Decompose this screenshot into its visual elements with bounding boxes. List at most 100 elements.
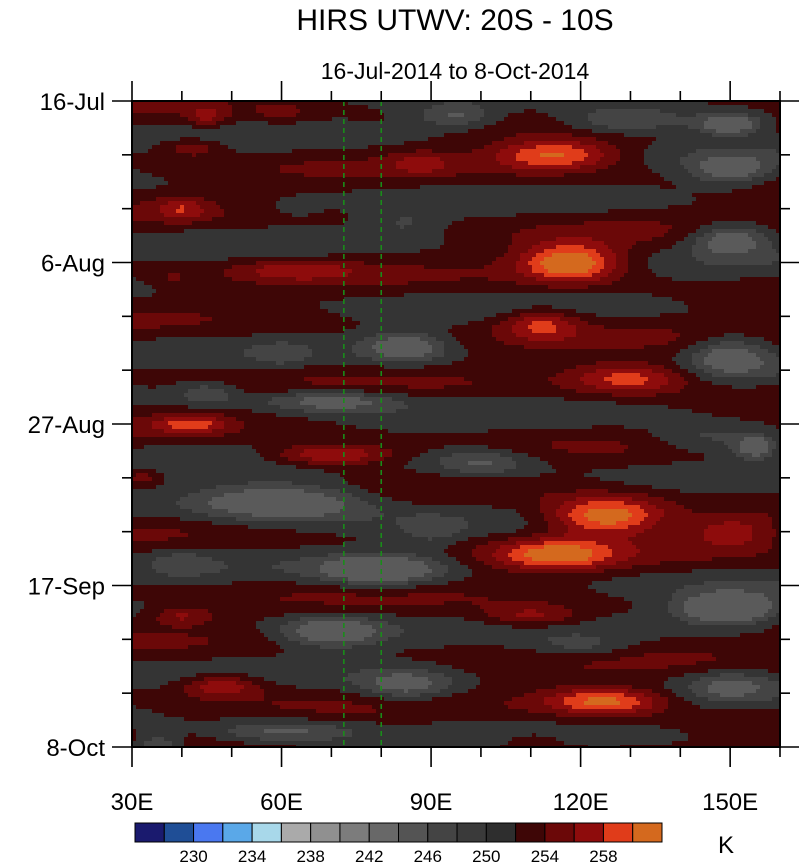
- field-cell: [240, 141, 245, 146]
- field-cell: [164, 205, 169, 210]
- field-cell: [160, 153, 165, 158]
- field-cell: [148, 153, 153, 158]
- field-cell: [476, 117, 481, 122]
- field-cell: [272, 213, 277, 218]
- field-cell: [672, 161, 677, 166]
- field-cell: [312, 205, 317, 210]
- field-cell: [644, 197, 649, 202]
- field-cell: [228, 197, 233, 202]
- field-cell: [532, 197, 537, 202]
- field-cell: [592, 181, 597, 186]
- field-cell: [280, 153, 285, 158]
- field-cell: [208, 193, 213, 198]
- field-cell: [656, 125, 661, 130]
- field-cell: [596, 201, 601, 206]
- field-cell: [772, 173, 777, 178]
- field-cell: [488, 169, 493, 174]
- field-cell: [472, 161, 477, 166]
- field-cell: [696, 181, 701, 186]
- field-cell: [156, 129, 161, 134]
- field-cell: [660, 201, 665, 206]
- field-cell: [676, 129, 681, 134]
- field-cell: [444, 177, 449, 182]
- field-cell: [356, 165, 361, 170]
- field-cell: [520, 165, 525, 170]
- field-cell: [392, 157, 397, 162]
- field-cell: [528, 153, 533, 158]
- field-cell: [712, 145, 717, 150]
- field-cell: [164, 197, 169, 202]
- field-cell: [752, 209, 757, 214]
- field-cell: [576, 205, 581, 210]
- field-cell: [468, 201, 473, 206]
- field-cell: [736, 201, 741, 206]
- field-cell: [532, 149, 537, 154]
- field-cell: [412, 213, 417, 218]
- field-cell: [256, 161, 261, 166]
- field-cell: [668, 169, 673, 174]
- field-cell: [232, 193, 237, 198]
- field-cell: [156, 145, 161, 150]
- field-cell: [628, 169, 633, 174]
- field-cell: [672, 169, 677, 174]
- field-cell: [220, 109, 225, 114]
- field-cell: [260, 149, 265, 154]
- field-cell: [624, 157, 629, 162]
- field-cell: [448, 141, 453, 146]
- field-cell: [248, 173, 253, 178]
- field-cell: [208, 113, 213, 118]
- field-cell: [636, 137, 641, 142]
- field-cell: [688, 105, 693, 110]
- field-cell: [724, 117, 729, 122]
- field-cell: [208, 205, 213, 210]
- field-cell: [168, 161, 173, 166]
- field-cell: [340, 133, 345, 138]
- field-cell: [648, 165, 653, 170]
- field-cell: [584, 161, 589, 166]
- field-cell: [628, 113, 633, 118]
- field-cell: [452, 197, 457, 202]
- field-cell: [660, 157, 665, 162]
- field-cell: [424, 121, 429, 126]
- field-cell: [616, 189, 621, 194]
- field-cell: [168, 133, 173, 138]
- field-cell: [328, 149, 333, 154]
- field-cell: [500, 105, 505, 110]
- field-cell: [648, 181, 653, 186]
- field-cell: [356, 157, 361, 162]
- field-cell: [504, 137, 509, 142]
- field-cell: [296, 121, 301, 126]
- field-cell: [604, 133, 609, 138]
- field-cell: [364, 197, 369, 202]
- field-cell: [436, 125, 441, 130]
- field-cell: [604, 169, 609, 174]
- field-cell: [392, 161, 397, 166]
- field-cell: [264, 141, 269, 146]
- field-cell: [244, 189, 249, 194]
- field-cell: [492, 109, 497, 114]
- field-cell: [148, 217, 153, 222]
- field-cell: [184, 197, 189, 202]
- field-cell: [540, 177, 545, 182]
- field-cell: [768, 137, 773, 142]
- field-cell: [696, 113, 701, 118]
- field-cell: [572, 213, 577, 218]
- field-cell: [516, 145, 521, 150]
- field-cell: [300, 205, 305, 210]
- field-cell: [220, 149, 225, 154]
- field-cell: [484, 165, 489, 170]
- field-cell: [684, 161, 689, 166]
- field-cell: [696, 209, 701, 214]
- field-cell: [316, 173, 321, 178]
- field-cell: [656, 113, 661, 118]
- field-cell: [444, 157, 449, 162]
- field-cell: [528, 157, 533, 162]
- field-cell: [228, 145, 233, 150]
- field-cell: [184, 149, 189, 154]
- field-cell: [316, 121, 321, 126]
- field-cell: [228, 141, 233, 146]
- field-cell: [532, 213, 537, 218]
- field-cell: [516, 193, 521, 198]
- field-cell: [604, 161, 609, 166]
- field-cell: [700, 137, 705, 142]
